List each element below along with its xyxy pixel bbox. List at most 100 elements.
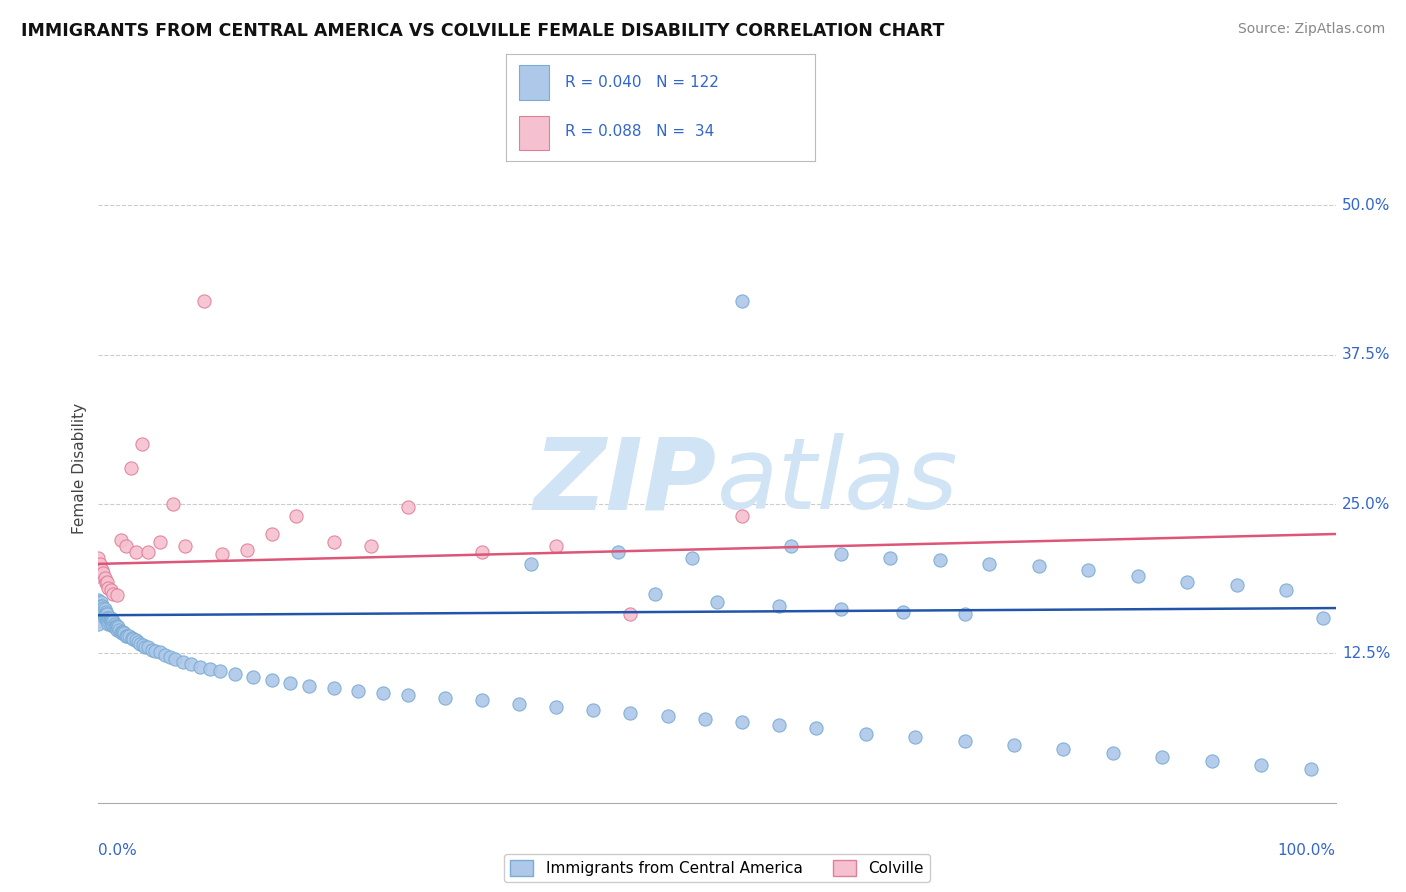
Point: [105, 619, 128, 633]
Point: [928, 553, 950, 567]
Point: [124, 545, 146, 559]
Point: [211, 547, 233, 561]
Point: [681, 550, 703, 565]
Point: [619, 607, 641, 621]
Text: Source: ZipAtlas.com: Source: ZipAtlas.com: [1237, 22, 1385, 37]
Point: [105, 623, 128, 637]
Point: [174, 539, 197, 553]
Text: 0.0%: 0.0%: [98, 843, 138, 858]
Point: [298, 679, 321, 693]
Point: [155, 648, 177, 662]
Point: [582, 703, 605, 717]
Point: [89, 557, 111, 571]
Point: [1002, 739, 1025, 753]
Point: [91, 602, 114, 616]
Text: atlas: atlas: [717, 434, 959, 530]
Point: [134, 640, 156, 655]
Point: [96, 607, 118, 621]
Point: [657, 708, 679, 723]
Text: R = 0.040   N = 122: R = 0.040 N = 122: [565, 75, 718, 90]
Point: [100, 614, 122, 628]
Point: [546, 700, 568, 714]
Text: ZIP: ZIP: [534, 434, 717, 530]
Point: [953, 607, 976, 621]
Point: [979, 557, 1001, 571]
Point: [111, 626, 134, 640]
Point: [121, 631, 143, 645]
Point: [396, 500, 419, 514]
Point: [1077, 563, 1099, 577]
Point: [149, 645, 172, 659]
Point: [143, 644, 166, 658]
Point: [188, 659, 211, 673]
Point: [904, 730, 927, 744]
Text: IMMIGRANTS FROM CENTRAL AMERICA VS COLVILLE FEMALE DISABILITY CORRELATION CHART: IMMIGRANTS FROM CENTRAL AMERICA VS COLVI…: [21, 22, 945, 40]
Point: [953, 733, 976, 747]
Point: [1152, 750, 1174, 764]
Point: [322, 681, 344, 695]
Point: [115, 628, 138, 642]
Point: [132, 638, 155, 652]
Point: [159, 650, 181, 665]
Point: [891, 605, 914, 619]
Point: [91, 599, 114, 613]
Y-axis label: Female Disability: Female Disability: [72, 402, 87, 534]
Point: [1201, 754, 1223, 768]
Point: [104, 619, 127, 633]
Point: [91, 563, 114, 577]
Point: [101, 613, 124, 627]
Point: [1312, 610, 1334, 624]
Point: [97, 610, 120, 624]
Point: [87, 601, 110, 615]
Point: [124, 633, 146, 648]
Point: [112, 626, 135, 640]
Point: [98, 613, 121, 627]
Point: [260, 527, 283, 541]
Point: [136, 640, 159, 655]
Point: [96, 574, 118, 589]
Point: [93, 601, 115, 615]
Point: [120, 461, 142, 475]
Text: R = 0.088   N =  34: R = 0.088 N = 34: [565, 124, 714, 139]
Point: [87, 550, 110, 565]
Point: [103, 587, 125, 601]
Point: [198, 662, 221, 676]
Bar: [519, 116, 550, 150]
Point: [180, 657, 202, 672]
Point: [87, 569, 110, 583]
Point: [260, 673, 283, 687]
Point: [619, 706, 641, 721]
Text: 100.0%: 100.0%: [1278, 843, 1336, 858]
Point: [855, 726, 877, 740]
Point: [731, 509, 754, 524]
Text: 25.0%: 25.0%: [1341, 497, 1391, 512]
Point: [118, 628, 141, 642]
Point: [165, 652, 187, 666]
Point: [242, 670, 264, 684]
Point: [87, 610, 110, 624]
Point: [1126, 569, 1149, 583]
Point: [706, 595, 728, 609]
Point: [731, 294, 754, 309]
Point: [90, 599, 112, 613]
Point: [90, 595, 112, 609]
Point: [110, 533, 132, 547]
Point: [93, 610, 115, 624]
Point: [98, 616, 121, 631]
Point: [520, 557, 543, 571]
Point: [1028, 559, 1050, 574]
Point: [87, 614, 110, 628]
Point: [285, 509, 308, 524]
Point: [87, 607, 110, 621]
Point: [103, 619, 125, 633]
Point: [87, 592, 110, 607]
Point: [693, 712, 716, 726]
Point: [830, 602, 852, 616]
Point: [87, 613, 110, 627]
Point: [93, 566, 115, 581]
Point: [114, 539, 136, 553]
Point: [122, 632, 145, 647]
Point: [1052, 742, 1074, 756]
Point: [129, 637, 152, 651]
Point: [1299, 762, 1322, 776]
